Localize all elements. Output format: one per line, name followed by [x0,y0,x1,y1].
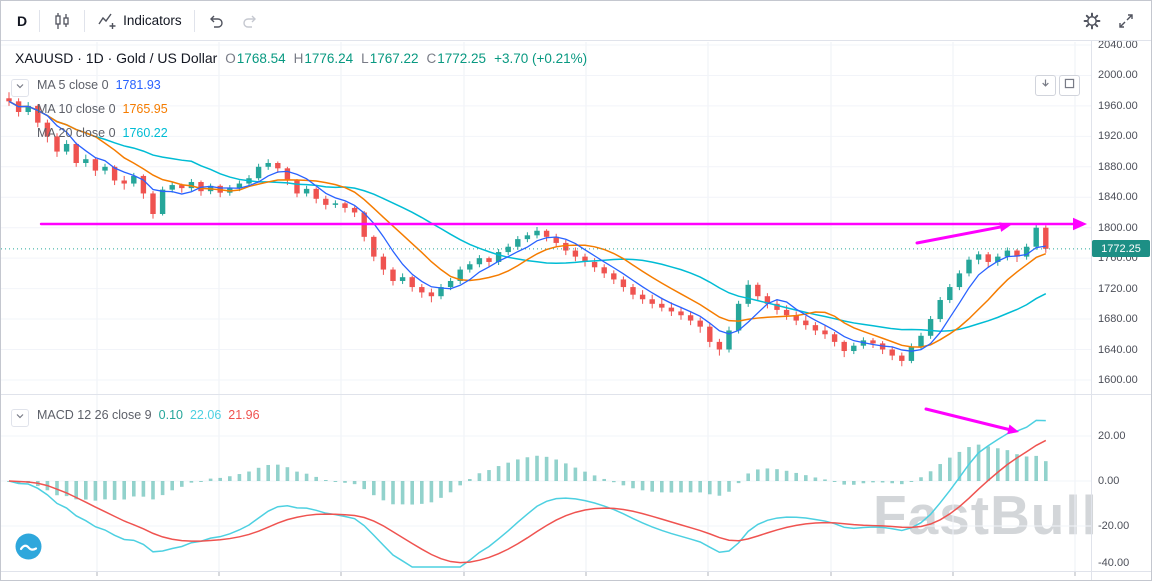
toolbar-separator [84,9,86,32]
macd-axis-label: -40.00 [1098,557,1130,569]
watermark: FastBull [873,484,1098,546]
redo-icon [241,12,259,30]
pane-separator[interactable] [1,394,1151,395]
open-value: O 1768.54 [225,51,286,66]
price-axis-label: 1960.00 [1098,99,1138,112]
indicators-button[interactable]: Indicators [89,7,190,35]
ma5-label: MA 5 close 0 [37,78,109,92]
redo-button[interactable] [233,7,267,35]
ma5-value: 1781.93 [115,78,161,92]
chevron-down-icon [14,79,26,97]
chevron-down-icon [14,409,26,427]
ma20-value: 1760.22 [122,126,168,140]
macd-axis-label: 0.00 [1098,475,1120,487]
price-axis-label: 1720.00 [1098,282,1138,295]
price-axis[interactable]: 2040.00 2000.00 1960.00 1920.00 1880.00 1840.… [1091,39,1151,580]
toolbar-separator [193,9,195,32]
macd-legend[interactable]: MACD 12 26 close 9 0.10 22.06 21.96 [37,408,260,422]
pane-maximize-button[interactable] [1059,75,1080,96]
gear-icon [1083,12,1101,30]
price-axis-label: 1840.00 [1098,191,1138,204]
price-axis-label: 2040.00 [1098,39,1138,51]
indicators-label: Indicators [123,13,182,28]
price-axis-label: 1920.00 [1098,130,1138,143]
price-axis-label: 1800.00 [1098,221,1138,234]
price-axis-label: 2000.00 [1098,69,1138,82]
price-axis-label: 1680.00 [1098,313,1138,326]
timeframe-label: D [17,12,28,29]
ma10-label: MA 10 close 0 [37,102,116,116]
toolbar: D Indicators [1,1,1151,41]
toolbar-separator [39,9,41,32]
macd-signal-value: 21.96 [228,408,260,422]
maximize-icon [1063,77,1076,95]
timeframe-button[interactable]: D [9,7,35,35]
time-axis[interactable] [1,571,1151,580]
macd-line-value: 22.06 [189,408,222,422]
ma20-label: MA 20 close 0 [37,126,116,140]
price-axis-border [1091,41,1092,580]
last-price-badge: 1772.25 [1092,240,1150,257]
close-value: C 1772.25 [426,51,487,66]
ma5-legend[interactable]: MA 5 close 0 1781.93 [37,78,161,92]
ma10-legend[interactable]: MA 10 close 0 1765.95 [37,102,168,116]
candlestick-chart-icon [52,11,72,31]
indicators-icon [97,11,117,31]
low-value: L 1767.22 [361,51,419,66]
price-change: +3.70 (+0.21%) [494,51,588,66]
fastbull-logo[interactable] [15,533,42,560]
legend-collapse-button[interactable] [11,79,29,97]
ma10-value: 1765.95 [122,102,168,116]
macd-hist-value: 0.10 [158,408,183,422]
high-value: H 1776.24 [293,51,354,66]
chart-style-button[interactable] [44,7,80,35]
undo-icon [207,12,225,30]
pane-collapse-button[interactable] [1035,75,1056,96]
macd-label: MACD 12 26 close 9 [37,408,152,422]
price-axis-label: 1600.00 [1098,373,1138,386]
arrow-down-icon [1039,77,1052,95]
macd-collapse-button[interactable] [11,409,29,427]
price-axis-label: 1880.00 [1098,160,1138,173]
macd-axis-label: 20.00 [1098,430,1126,442]
fullscreen-icon [1117,12,1135,30]
macd-axis-label: -20.00 [1098,520,1130,532]
settings-button[interactable] [1075,7,1109,35]
fullscreen-button[interactable] [1109,7,1143,35]
ma20-legend[interactable]: MA 20 close 0 1760.22 [37,126,168,140]
undo-button[interactable] [199,7,233,35]
symbol-title: XAUUSD · 1D · Gold / US Dollar [15,50,218,66]
symbol-info[interactable]: XAUUSD · 1D · Gold / US Dollar O 1768.54 … [15,50,587,66]
price-axis-label: 1640.00 [1098,343,1138,356]
